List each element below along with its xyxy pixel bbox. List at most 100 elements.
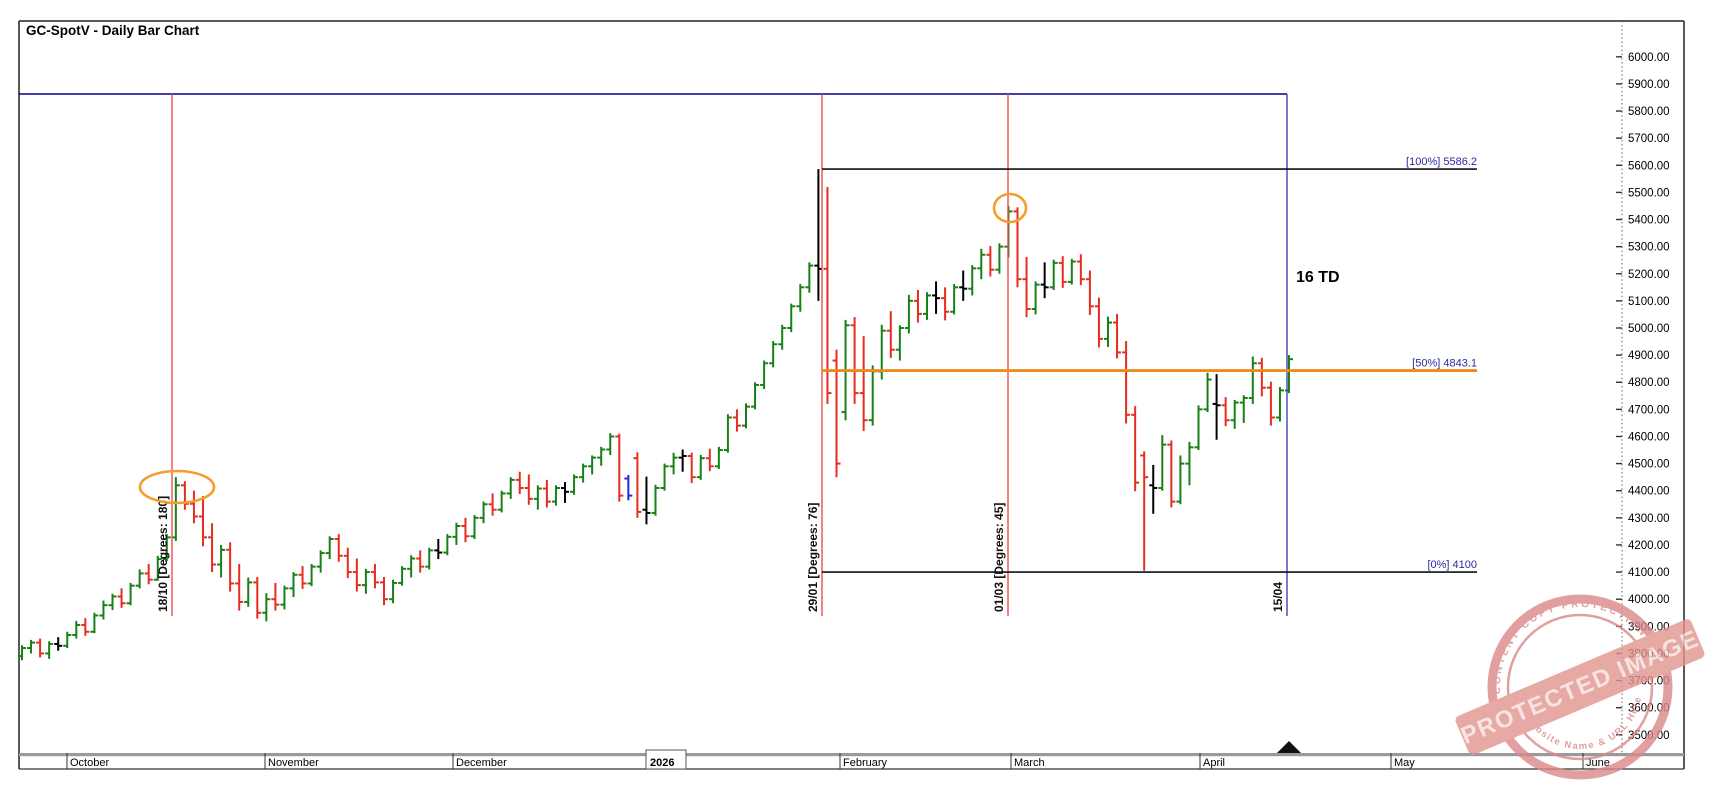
ohlc-bar — [45, 641, 54, 659]
ohlc-bar — [1058, 256, 1067, 288]
ohlc-bar — [389, 579, 398, 604]
ohlc-bar — [669, 452, 678, 475]
ohlc-bar — [343, 547, 352, 579]
ohlc-bar — [678, 449, 687, 472]
ohlc-bar — [1131, 406, 1140, 492]
month-label-2026[interactable]: 2026 — [650, 757, 674, 769]
date-line-label-1: 29/01 [Degrees: 76] — [806, 503, 820, 612]
ohlc-bar — [642, 476, 651, 525]
price-tick-label: 5100.00 — [1628, 296, 1670, 308]
ohlc-bar — [923, 292, 931, 320]
ohlc-bar — [886, 311, 895, 358]
month-label-november[interactable]: November — [268, 757, 319, 769]
price-tick-label: 4000.00 — [1628, 594, 1670, 606]
price-tick-label: 4800.00 — [1628, 377, 1670, 389]
month-label-october[interactable]: October — [70, 757, 109, 769]
ohlc-bar — [280, 585, 289, 610]
ohlc-bar — [253, 576, 262, 619]
ohlc-bar — [63, 631, 72, 649]
price-tick-label: 4200.00 — [1628, 540, 1670, 552]
ohlc-bar — [742, 403, 750, 429]
ohlc-bar — [81, 618, 90, 636]
ohlc-bar — [778, 324, 787, 350]
ohlc-bar — [1239, 395, 1248, 423]
ohlc-bar — [226, 542, 235, 592]
ohlc-bar — [968, 265, 977, 296]
ohlc-bar — [407, 555, 416, 578]
price-tick-label: 4600.00 — [1628, 431, 1670, 443]
ohlc-bar — [1022, 256, 1031, 318]
ohlc-bar — [1194, 405, 1203, 451]
month-band-top-line — [19, 753, 1684, 757]
month-label-june[interactable]: June — [1586, 757, 1610, 769]
ohlc-bar — [108, 593, 117, 611]
ohlc-bar — [1031, 281, 1040, 315]
month-label-december[interactable]: December — [456, 757, 507, 769]
ohlc-bar — [1167, 440, 1176, 508]
ohlc-bar — [461, 517, 470, 543]
ohlc-bar — [90, 612, 99, 634]
ohlc-bar — [542, 479, 551, 508]
ohlc-bar — [235, 563, 244, 611]
price-tick-label: 4100.00 — [1628, 567, 1670, 579]
ohlc-bar — [615, 433, 624, 502]
ohlc-bar — [696, 454, 705, 480]
price-tick-label: 4900.00 — [1628, 350, 1670, 362]
date-marker-triangle[interactable] — [1277, 741, 1301, 753]
year-box — [645, 749, 687, 770]
ohlc-bar — [126, 582, 135, 606]
ohlc-bar — [868, 365, 877, 426]
ohlc-bar — [1203, 372, 1212, 413]
month-label-march[interactable]: March — [1014, 757, 1045, 769]
ohlc-bar — [687, 452, 696, 484]
ohlc-bar — [479, 501, 488, 524]
month-label-april[interactable]: April — [1203, 757, 1225, 769]
ohlc-bar — [262, 593, 271, 622]
ohlc-bar — [660, 463, 669, 491]
ohlc-bar — [579, 463, 588, 483]
ohlc-bar — [144, 563, 153, 585]
price-tick-label: 5500.00 — [1628, 187, 1670, 199]
stamp-outer-ring — [1487, 594, 1673, 780]
ohlc-bar — [651, 484, 660, 516]
ohlc-bar — [588, 455, 597, 475]
ohlc-bar — [787, 303, 796, 333]
ohlc-bar — [1230, 399, 1239, 429]
ohlc-bar — [54, 637, 63, 651]
ohlc-bar — [470, 515, 479, 539]
stamp-banner — [1455, 619, 1705, 755]
ohlc-bar — [1185, 441, 1194, 486]
ellipse-annotation-1[interactable] — [992, 192, 1028, 224]
ohlc-bar — [1085, 270, 1094, 315]
ohlc-bar — [316, 550, 325, 573]
ohlc-bar — [723, 414, 732, 453]
ohlc-bar — [805, 262, 814, 293]
ohlc-bar — [1113, 313, 1122, 359]
ohlc-bar — [153, 555, 162, 581]
ohlc-bar — [1248, 356, 1257, 404]
price-tick-label: 4700.00 — [1628, 404, 1670, 416]
ellipse-annotation-0[interactable] — [138, 469, 216, 505]
month-label-may[interactable]: May — [1394, 757, 1415, 769]
ohlc-bar — [189, 490, 198, 524]
ohlc-bar — [1094, 297, 1103, 348]
ohlc-bar — [72, 620, 81, 639]
ohlc-bar — [533, 485, 542, 510]
ohlc-bar — [1158, 435, 1167, 491]
ohlc-bar — [859, 336, 868, 432]
ohlc-bar — [769, 341, 778, 368]
ohlc-bar — [506, 477, 515, 499]
ohlc-bar — [1285, 355, 1293, 394]
ohlc-bar — [162, 534, 171, 562]
ohlc-bar — [27, 639, 36, 654]
ohlc-bar — [959, 270, 968, 301]
ohlc-bar — [597, 446, 606, 466]
month-label-february[interactable]: February — [843, 757, 888, 769]
ohlc-bar — [425, 547, 434, 570]
ohlc-bar — [1076, 254, 1085, 286]
ohlc-bar — [823, 186, 832, 404]
ohlc-bar — [1122, 341, 1131, 424]
ohlc-bar — [1275, 387, 1284, 422]
ohlc-bar — [913, 290, 922, 323]
